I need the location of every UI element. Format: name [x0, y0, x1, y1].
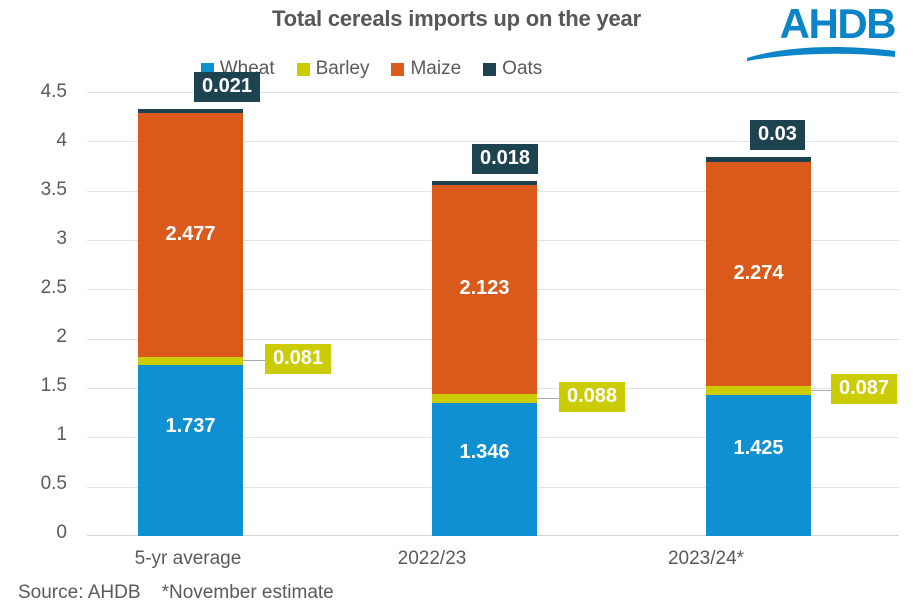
plot-area: 1.737 2.477 1.346 2.123 1.425 2.274 0.02… — [87, 72, 899, 536]
barley-leader-2022-23 — [537, 398, 559, 399]
legend-label-barley: Barley — [315, 58, 370, 79]
bar-group-2023-24[interactable]: 1.425 2.274 — [706, 93, 811, 536]
y-tick-2-5: 2.5 — [40, 277, 67, 298]
y-tick-1-5: 1.5 — [40, 375, 67, 396]
gridline-4 — [87, 141, 899, 142]
bar-segment-barley[interactable] — [706, 386, 811, 395]
bar-segment-oats[interactable] — [432, 181, 537, 185]
y-tick-3-5: 3.5 — [40, 179, 67, 200]
y-tick-3: 3 — [56, 228, 67, 249]
bar-segment-maize[interactable]: 2.123 — [432, 185, 537, 394]
legend-swatch-oats — [483, 62, 497, 76]
y-tick-1: 1 — [56, 424, 67, 445]
bar-segment-maize[interactable]: 2.274 — [706, 162, 811, 386]
legend-label-oats: Oats — [502, 58, 543, 79]
x-tick-2023-24: 2023/24* — [667, 548, 745, 569]
bar-value-maize: 2.477 — [165, 223, 216, 245]
bar-segment-barley[interactable] — [432, 394, 537, 403]
barley-callout-5yr-average: 0.081 — [265, 344, 332, 374]
bar-group-2022-23[interactable]: 1.346 2.123 — [432, 93, 537, 536]
y-tick-4: 4 — [56, 130, 67, 151]
bar-value-maize: 2.123 — [459, 277, 510, 299]
source-note: Source: AHDB *November estimate — [18, 582, 334, 603]
bar-value-wheat: 1.346 — [459, 441, 510, 463]
bar-value-maize: 2.274 — [733, 262, 784, 284]
chart-legend: Wheat Barley Maize Oats — [0, 58, 913, 80]
bar-segment-barley[interactable] — [138, 357, 243, 365]
legend-item-barley[interactable]: Barley — [296, 58, 370, 80]
barley-leader-5yr-average — [243, 360, 265, 361]
bar-segment-oats[interactable] — [138, 109, 243, 113]
legend-swatch-maize — [391, 62, 405, 76]
oats-callout-5yr-average: 0.021 — [194, 72, 261, 102]
barley-callout-2022-23: 0.088 — [559, 382, 626, 412]
y-axis-tick-labels: 4.5 4 3.5 3 2.5 2 1.5 1 0.5 0 — [0, 81, 75, 543]
logo-wordmark: AHDB — [779, 0, 897, 47]
y-tick-4-5: 4.5 — [40, 81, 67, 102]
bar-segment-oats[interactable] — [706, 157, 811, 162]
legend-item-oats[interactable]: Oats — [483, 58, 542, 80]
oats-callout-2022-23: 0.018 — [472, 144, 539, 174]
x-tick-2022-23: 2022/23 — [397, 548, 467, 569]
oats-callout-2023-24: 0.03 — [750, 120, 805, 150]
x-tick-5yr-average: 5-yr average — [134, 548, 242, 569]
bar-value-wheat: 1.425 — [733, 437, 784, 459]
bar-segment-maize[interactable]: 2.477 — [138, 113, 243, 357]
page-title: Total cereals imports up on the year — [272, 6, 641, 31]
bar-value-wheat: 1.737 — [165, 415, 216, 437]
bar-segment-wheat[interactable]: 1.346 — [432, 403, 537, 536]
legend-label-maize: Maize — [410, 58, 462, 79]
barley-leader-2023-24 — [811, 390, 831, 391]
bar-group-5yr-average[interactable]: 1.737 2.477 — [138, 93, 243, 536]
y-tick-0-5: 0.5 — [40, 473, 67, 494]
logo-wave-icon — [747, 46, 895, 61]
legend-item-maize[interactable]: Maize — [391, 58, 461, 80]
legend-swatch-barley — [296, 62, 310, 76]
bar-segment-wheat[interactable]: 1.425 — [706, 395, 811, 536]
ahdb-logo: AHDB — [739, 2, 899, 64]
gridline-4-5 — [87, 92, 899, 93]
y-tick-0: 0 — [56, 522, 67, 543]
bar-segment-wheat[interactable]: 1.737 — [138, 365, 243, 536]
barley-callout-2023-24: 0.087 — [831, 374, 898, 404]
y-tick-2: 2 — [56, 326, 67, 347]
